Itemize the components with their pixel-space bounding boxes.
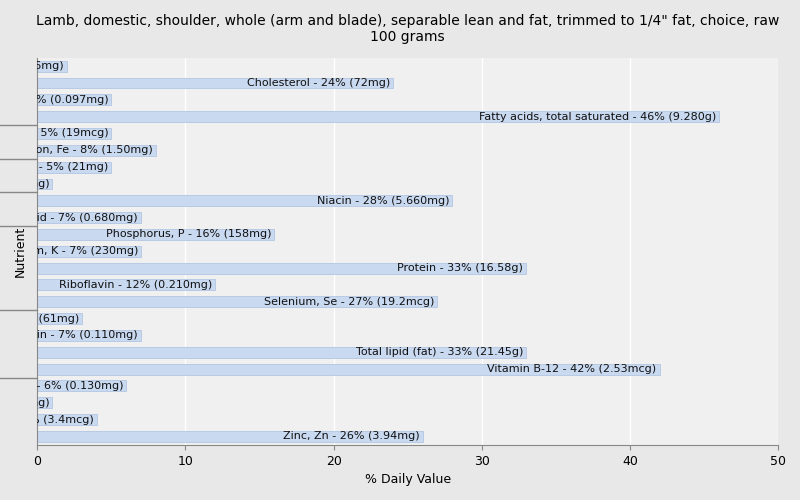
Text: Zinc, Zn - 26% (3.94mg): Zinc, Zn - 26% (3.94mg) (283, 432, 419, 442)
Text: Protein - 33% (16.58g): Protein - 33% (16.58g) (398, 263, 523, 273)
Text: Thiamin - 7% (0.110mg): Thiamin - 7% (0.110mg) (2, 330, 138, 340)
Text: Iron, Fe - 8% (1.50mg): Iron, Fe - 8% (1.50mg) (28, 146, 153, 156)
Text: Copper, Cu - 5% (0.097mg): Copper, Cu - 5% (0.097mg) (0, 95, 109, 105)
Bar (38, 128, 111, 139)
Text: Niacin - 28% (5.660mg): Niacin - 28% (5.660mg) (317, 196, 449, 206)
Bar (38, 431, 422, 442)
Text: Phosphorus, P - 16% (158mg): Phosphorus, P - 16% (158mg) (106, 230, 271, 239)
Bar (38, 229, 274, 240)
Bar (38, 414, 97, 425)
Bar (38, 296, 438, 308)
Text: Potassium, K - 7% (230mg): Potassium, K - 7% (230mg) (0, 246, 138, 256)
Bar (38, 111, 719, 122)
Text: Calcium, Ca - 2% (16mg): Calcium, Ca - 2% (16mg) (0, 61, 64, 71)
Text: Cholesterol - 24% (72mg): Cholesterol - 24% (72mg) (246, 78, 390, 88)
Text: Fatty acids, total saturated - 46% (9.280g): Fatty acids, total saturated - 46% (9.28… (478, 112, 716, 122)
Bar (38, 364, 659, 374)
Text: Riboflavin - 12% (0.210mg): Riboflavin - 12% (0.210mg) (59, 280, 212, 290)
Bar (38, 196, 452, 206)
Y-axis label: Nutrient: Nutrient (14, 226, 27, 277)
Bar (38, 78, 393, 88)
Bar (38, 145, 156, 156)
Bar (38, 246, 141, 257)
Bar (38, 262, 526, 274)
X-axis label: % Daily Value: % Daily Value (365, 473, 450, 486)
Bar (38, 162, 111, 172)
Bar (38, 212, 141, 223)
Bar (38, 380, 126, 392)
Bar (38, 178, 52, 190)
Bar (38, 347, 526, 358)
Bar (38, 60, 67, 72)
Text: Manganese, Mn - 1% (0.019mg): Manganese, Mn - 1% (0.019mg) (0, 179, 49, 189)
Bar (38, 398, 52, 408)
Text: Vitamin E (alpha-tocopherol) - 1% (0.22mg): Vitamin E (alpha-tocopherol) - 1% (0.22m… (0, 398, 49, 408)
Bar (38, 330, 141, 341)
Bar (38, 313, 82, 324)
Bar (38, 280, 215, 290)
Text: Total lipid (fat) - 33% (21.45g): Total lipid (fat) - 33% (21.45g) (356, 348, 523, 358)
Text: Vitamin K (phylloquinone) - 4% (3.4mcg): Vitamin K (phylloquinone) - 4% (3.4mcg) (0, 414, 94, 424)
Text: Pantothenic acid - 7% (0.680mg): Pantothenic acid - 7% (0.680mg) (0, 212, 138, 222)
Bar (38, 94, 111, 106)
Text: Vitamin B-12 - 42% (2.53mcg): Vitamin B-12 - 42% (2.53mcg) (487, 364, 657, 374)
Text: Magnesium, Mg - 5% (21mg): Magnesium, Mg - 5% (21mg) (0, 162, 109, 172)
Text: Folate, total - 5% (19mcg): Folate, total - 5% (19mcg) (0, 128, 109, 138)
Text: Sodium, Na - 3% (61mg): Sodium, Na - 3% (61mg) (0, 314, 78, 324)
Text: Vitamin B-6 - 6% (0.130mg): Vitamin B-6 - 6% (0.130mg) (0, 381, 123, 391)
Title: Lamb, domestic, shoulder, whole (arm and blade), separable lean and fat, trimmed: Lamb, domestic, shoulder, whole (arm and… (36, 14, 779, 44)
Text: Selenium, Se - 27% (19.2mcg): Selenium, Se - 27% (19.2mcg) (264, 297, 434, 307)
